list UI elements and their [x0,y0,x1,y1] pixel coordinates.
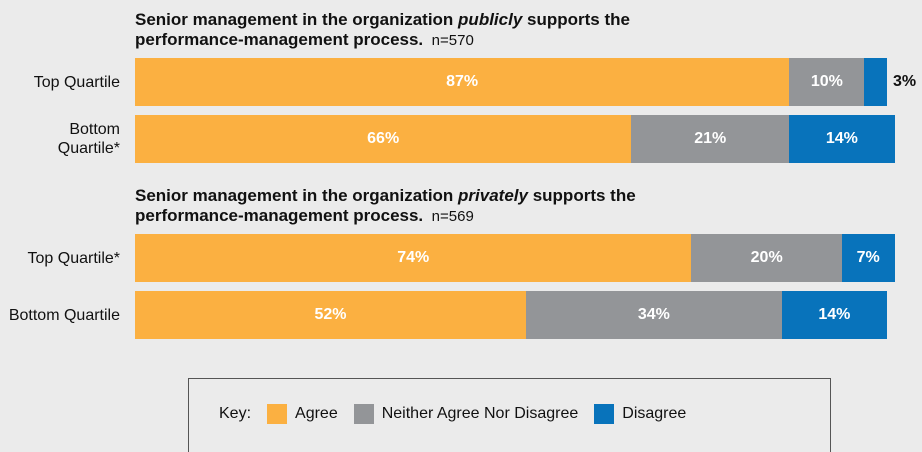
legend-title: Key: [219,405,252,422]
legend-swatch [353,404,374,424]
legend-swatch [594,404,615,424]
bar-segment [864,58,887,106]
title-part: publicly [458,10,523,29]
category-label: Bottom Quartile [8,306,120,324]
bar-segment [789,58,865,106]
chart-title: Senior management in the organization pu… [135,10,735,51]
legend-label: Disagree [622,405,687,422]
title-part: Senior management in the organization [135,186,459,205]
bar-segment [841,234,895,282]
value-label: 3% [893,73,917,90]
value-label: 7% [856,249,880,266]
value-label: 14% [818,306,851,323]
bar-segment [135,58,790,106]
legend-label: Agree [295,405,338,422]
legend: Key: Agree Neither Agree Nor Disagree Disag… [188,378,831,452]
value-label: 21% [694,130,727,147]
sample-size: n=569 [431,208,474,225]
bar-segment [789,115,895,163]
bar-segment [135,115,632,163]
chart-title: Senior management in the organization pr… [135,186,735,227]
value-label: 52% [314,306,347,323]
sample-size: n=570 [431,32,474,49]
value-label: 66% [367,130,400,147]
bar-segment [631,115,790,163]
bar-segment [135,234,692,282]
category-label: Top Quartile [33,73,120,91]
value-label: 74% [397,249,430,266]
category-label: Top Quartile* [27,249,121,267]
legend-swatch [267,404,288,424]
title-part: privately [458,186,528,205]
title-part: supports the performance-management proc… [135,10,630,49]
bar-segment [526,291,782,339]
bar-segment [691,234,842,282]
legend-row: Key: Agree Neither Agree Nor Disagree Disag… [219,404,686,424]
value-label: 34% [637,306,670,323]
legend-label: Neither Agree Nor Disagree [381,405,579,422]
value-label: 20% [750,249,783,266]
category-label: Bottom Quartile* [57,121,120,157]
title-part: Senior management in the organization [135,10,459,29]
bar-segment [781,291,887,339]
bar-segment [135,291,527,339]
value-label: 14% [825,130,858,147]
title-part: supports the performance-management proc… [135,186,636,225]
value-label: 87% [446,73,479,90]
value-label: 10% [810,73,843,90]
